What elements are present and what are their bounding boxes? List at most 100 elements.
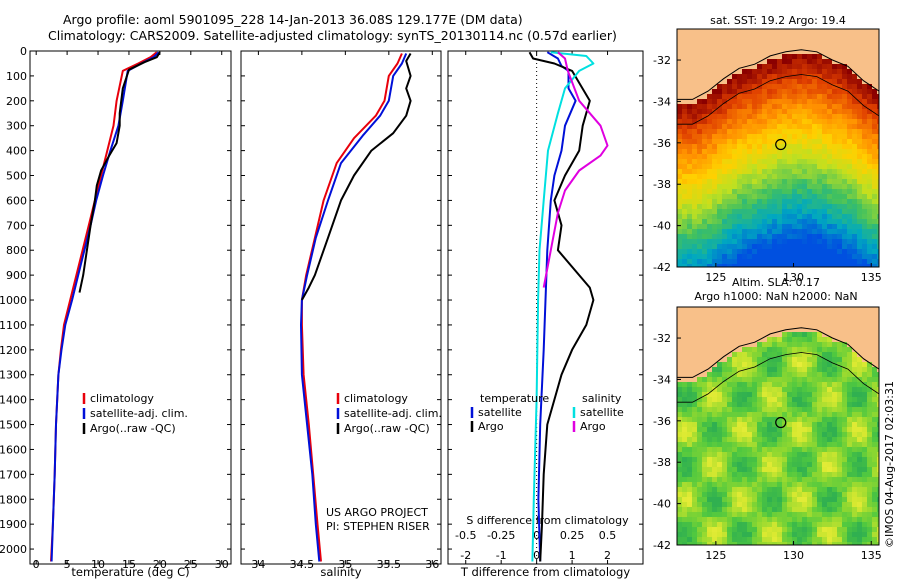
map-cell bbox=[692, 532, 697, 537]
map-cell bbox=[717, 224, 722, 229]
map-cell bbox=[677, 422, 682, 427]
map-cell bbox=[862, 89, 867, 94]
map-cell bbox=[812, 527, 817, 532]
map-cell bbox=[812, 84, 817, 89]
map-cell bbox=[712, 537, 717, 542]
map-cell bbox=[782, 377, 787, 382]
map-cell bbox=[707, 372, 712, 377]
map-cell bbox=[747, 114, 752, 119]
map-cell bbox=[697, 174, 702, 179]
map-cell bbox=[857, 522, 862, 527]
map-cell bbox=[807, 437, 812, 442]
map-cell bbox=[757, 407, 762, 412]
map-cell bbox=[762, 74, 767, 79]
map-cell bbox=[802, 249, 807, 254]
map-cell bbox=[767, 437, 772, 442]
map-cell bbox=[767, 214, 772, 219]
map-cell bbox=[852, 239, 857, 244]
map-cell bbox=[777, 194, 782, 199]
map-cell bbox=[767, 477, 772, 482]
map-cell bbox=[817, 214, 822, 219]
map-cell bbox=[822, 437, 827, 442]
map-cell bbox=[862, 422, 867, 427]
map-cell bbox=[817, 497, 822, 502]
map-cell bbox=[867, 209, 872, 214]
map-cell bbox=[727, 164, 732, 169]
map-cell bbox=[837, 194, 842, 199]
map-cell bbox=[867, 367, 872, 372]
map-cell bbox=[847, 89, 852, 94]
map-cell bbox=[782, 352, 787, 357]
map-cell bbox=[697, 154, 702, 159]
map-cell bbox=[852, 149, 857, 154]
map-cell bbox=[782, 189, 787, 194]
map-cell bbox=[832, 432, 837, 437]
map-cell bbox=[712, 432, 717, 437]
map-cell bbox=[707, 472, 712, 477]
map-cell bbox=[747, 437, 752, 442]
map-cell bbox=[837, 69, 842, 74]
map-cell bbox=[857, 89, 862, 94]
map-cell bbox=[782, 342, 787, 347]
map-cell bbox=[732, 452, 737, 457]
map-cell bbox=[847, 377, 852, 382]
map-cell bbox=[817, 337, 822, 342]
map-cell bbox=[807, 392, 812, 397]
map-cell bbox=[787, 342, 792, 347]
map-cell bbox=[827, 522, 832, 527]
map-cell bbox=[827, 264, 832, 267]
map-cell bbox=[787, 402, 792, 407]
map-cell bbox=[812, 169, 817, 174]
map-cell bbox=[712, 532, 717, 537]
map-cell bbox=[742, 542, 747, 545]
map-cell bbox=[757, 472, 762, 477]
x-tick-label: 34.5 bbox=[290, 558, 315, 571]
map-cell bbox=[772, 184, 777, 189]
map-cell bbox=[842, 392, 847, 397]
map-cell bbox=[782, 54, 787, 59]
map-cell bbox=[707, 487, 712, 492]
map-cell bbox=[802, 487, 807, 492]
map-cell bbox=[787, 542, 792, 545]
map-cell bbox=[767, 397, 772, 402]
map-cell bbox=[782, 79, 787, 84]
map-cell bbox=[692, 457, 697, 462]
map-cell bbox=[702, 387, 707, 392]
map-cell bbox=[807, 179, 812, 184]
map-cell bbox=[807, 219, 812, 224]
map-cell bbox=[757, 244, 762, 249]
map-cell bbox=[852, 482, 857, 487]
map-cell bbox=[847, 382, 852, 387]
map-cell bbox=[837, 507, 842, 512]
map-cell bbox=[727, 264, 732, 267]
map-cell bbox=[782, 249, 787, 254]
map-cell bbox=[697, 442, 702, 447]
map-cell bbox=[867, 239, 872, 244]
map-frame bbox=[676, 306, 880, 546]
map-cell bbox=[837, 502, 842, 507]
map-cell bbox=[772, 392, 777, 397]
map-cell bbox=[797, 264, 802, 267]
map-cell bbox=[872, 149, 877, 154]
map-cell bbox=[687, 254, 692, 259]
map-cell bbox=[827, 224, 832, 229]
map-cell bbox=[707, 417, 712, 422]
map-cell bbox=[677, 402, 682, 407]
map-cell bbox=[872, 527, 877, 532]
map-cell bbox=[692, 154, 697, 159]
map-cell bbox=[737, 184, 742, 189]
map-cell bbox=[817, 387, 822, 392]
map-cell bbox=[712, 149, 717, 154]
map-cell bbox=[812, 259, 817, 264]
map-cell bbox=[817, 164, 822, 169]
map-cell bbox=[797, 427, 802, 432]
map-cell bbox=[782, 179, 787, 184]
map-cell bbox=[767, 512, 772, 517]
map-cell bbox=[872, 422, 877, 427]
map-cell bbox=[822, 337, 827, 342]
map-cell bbox=[722, 537, 727, 542]
map-cell bbox=[817, 199, 822, 204]
map-cell bbox=[817, 179, 822, 184]
map-cell bbox=[792, 482, 797, 487]
map-cell bbox=[807, 159, 812, 164]
